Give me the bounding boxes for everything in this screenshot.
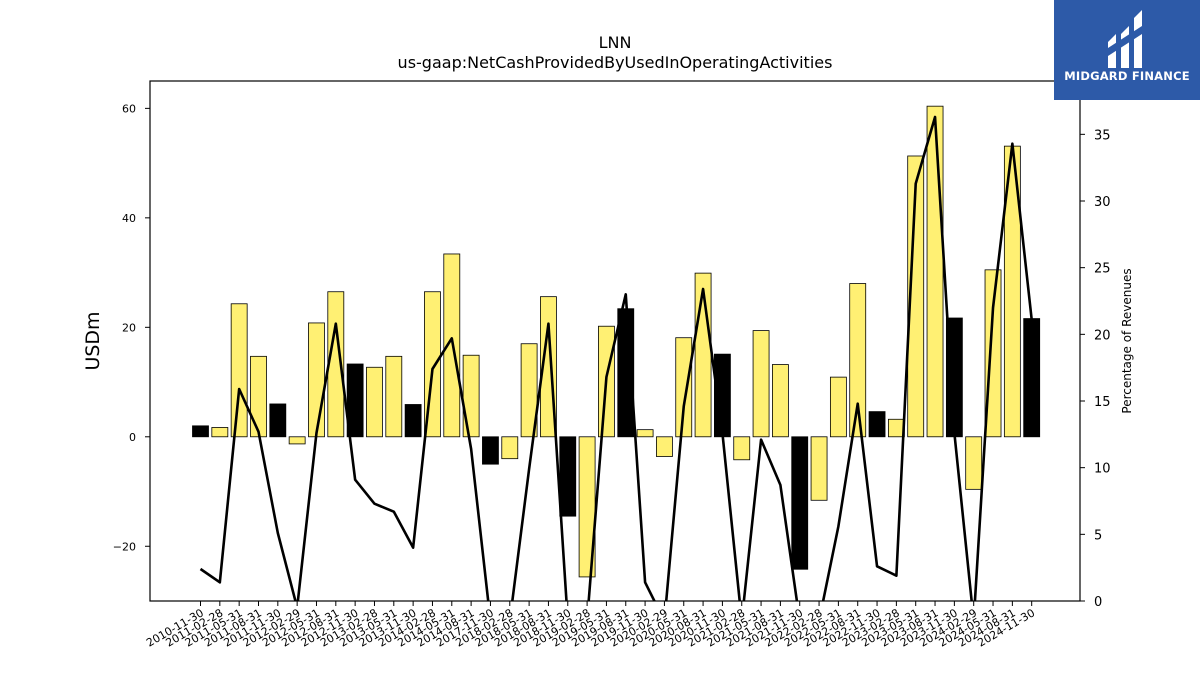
y-axis-label: USDm [82, 311, 104, 370]
brand-logo: MIDGARD FINANCE [1054, 0, 1200, 100]
line-series [199, 115, 1033, 601]
y2-tick-label: 10 [1094, 462, 1111, 477]
bar [965, 436, 983, 490]
left-axis: −20 0 20 40 60 [113, 102, 150, 553]
bar [907, 155, 925, 438]
bar [385, 355, 403, 438]
bar [733, 436, 751, 461]
y2-tick-label: 20 [1094, 328, 1111, 343]
midgard-logo-icon [1108, 10, 1142, 68]
bar [192, 425, 209, 438]
bar [288, 436, 306, 445]
bar [520, 343, 538, 438]
bar [829, 376, 847, 438]
bar [462, 354, 480, 438]
chart-subtitle: us-gaap:NetCashProvidedByUsedInOperating… [398, 53, 833, 72]
bar-series [192, 105, 1041, 578]
bar [308, 322, 325, 438]
y2-tick-label: 5 [1094, 528, 1102, 543]
bar [984, 269, 1002, 438]
y2-axis-label: Percentage of Revenues [1120, 268, 1134, 413]
bar [559, 436, 577, 517]
bar [250, 355, 267, 438]
y2-tick-label: 0 [1094, 595, 1102, 610]
y-tick-label: 20 [122, 321, 136, 334]
logo-text: MIDGARD FINANCE [1064, 69, 1190, 83]
chart-title: LNN [599, 33, 632, 52]
y2-tick-label: 25 [1094, 262, 1111, 277]
bar [636, 429, 654, 438]
plot-frame [149, 80, 1081, 602]
bar [849, 283, 867, 438]
bar [366, 366, 383, 438]
bar [501, 436, 519, 460]
y2-tick-label: 15 [1094, 395, 1111, 410]
bar [752, 330, 770, 438]
y2-tick-label: 30 [1094, 195, 1111, 210]
y2-tick-label: 35 [1094, 128, 1111, 143]
bar [791, 436, 809, 570]
bar [482, 436, 499, 465]
right-axis: 0 5 10 15 20 25 30 35 [1080, 128, 1111, 610]
y-tick-label: 40 [122, 212, 136, 225]
bar [1023, 318, 1041, 438]
bar [230, 303, 248, 438]
bar [887, 418, 905, 438]
bar [211, 427, 229, 438]
bar [675, 337, 693, 438]
y-tick-label: 0 [129, 431, 136, 444]
bar [868, 411, 886, 438]
y-tick-label: −20 [113, 540, 136, 553]
y-tick-label: 60 [122, 102, 136, 115]
bar [656, 436, 673, 457]
bar [810, 436, 828, 501]
series-line [199, 115, 1033, 601]
bar [404, 404, 422, 438]
bar [346, 363, 364, 438]
bar [269, 403, 287, 438]
bar [926, 105, 944, 438]
bar [772, 364, 789, 438]
x-axis: 2010-11-302011-02-282011-05-312011-08-31… [144, 601, 1037, 650]
